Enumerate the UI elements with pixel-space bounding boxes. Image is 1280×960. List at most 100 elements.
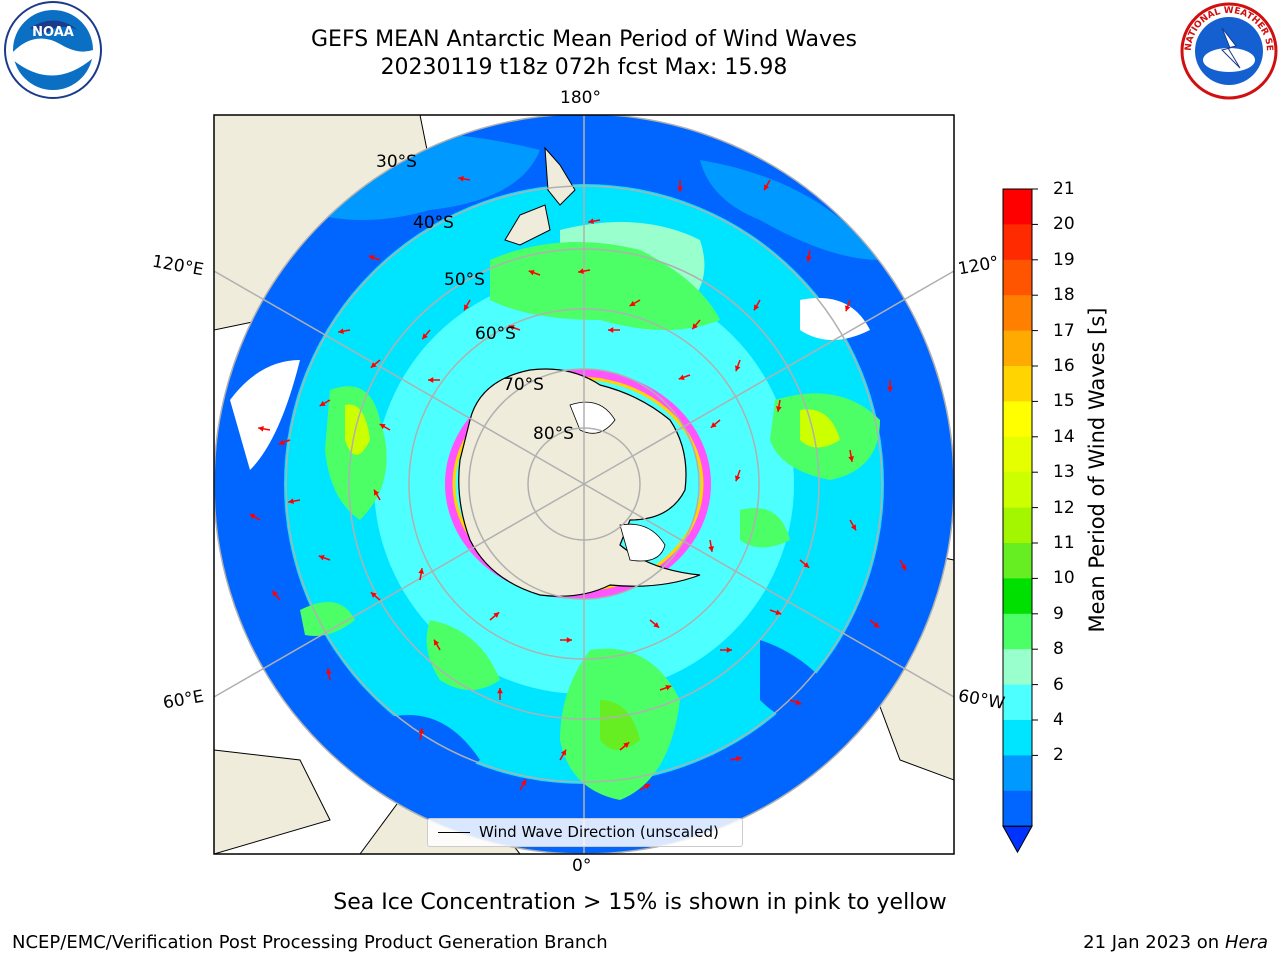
colorbar-segment [1003, 472, 1032, 509]
wind-arrow-head [873, 622, 880, 628]
wind-arrow-head [374, 489, 380, 496]
wind-arrow-head [805, 256, 812, 262]
colorbar-tick-label: 6 [1053, 674, 1064, 695]
colorbar-segment [1003, 578, 1032, 615]
footer-credit: NCEP/EMC/Verification Post Processing Pr… [12, 932, 608, 953]
wind-arrow-head [434, 639, 440, 646]
colorbar-segment [1003, 259, 1032, 296]
wind-arrow-head [566, 637, 572, 643]
lat-label-50s: 50°S [444, 270, 485, 290]
wind-arrow-head [428, 377, 434, 383]
wind-arrow-head [850, 524, 856, 531]
wind-arrow-head [775, 406, 782, 412]
wind-arrow-head [325, 668, 332, 674]
wind-arrow-head [578, 268, 584, 275]
colorbar-label: Mean Period of Wind Waves [s] [1085, 307, 1109, 633]
colorbar-tick-label: 16 [1053, 356, 1075, 376]
colorbar-segment [1003, 613, 1032, 650]
wind-arrow-head [775, 609, 782, 616]
colorbar-segment [1003, 224, 1032, 261]
wind-arrow-head [272, 590, 278, 597]
wind-arrow-head [370, 362, 377, 368]
colorbar-tick-label: 11 [1053, 533, 1075, 553]
lon-label-180: 180° [560, 88, 601, 108]
wind-arrow-head [418, 568, 425, 574]
nws-logo-icon: NATIONAL WEATHER SERVICE [0, 0, 1278, 100]
wind-arrow-head [736, 755, 742, 762]
colorbar-tick-label: 17 [1053, 320, 1075, 341]
wind-arrow-head [726, 647, 732, 653]
colorbar-tick-label: 12 [1053, 497, 1075, 518]
wind-arrow-head [497, 688, 503, 694]
wind-arrow-head [734, 365, 741, 372]
lon-label-0: 0° [572, 856, 592, 876]
wind-arrow-head [887, 386, 893, 392]
wind-arrow-head [588, 218, 594, 225]
colorbar-segment [1003, 330, 1032, 367]
colorbar-segment [1003, 189, 1032, 225]
wind-arrow-head [288, 498, 294, 505]
wind-wave-arrows [249, 175, 907, 791]
wind-arrow-head [319, 400, 326, 406]
wind-arrow-head [379, 424, 386, 430]
colorbar-tick-label: 10 [1053, 568, 1075, 589]
wind-arrow-head [368, 254, 375, 261]
colorbar-tick-label: 8 [1053, 639, 1064, 660]
wind-arrow-head [508, 324, 515, 331]
wind-arrow-head [734, 475, 741, 482]
wind-arrow-head [528, 269, 535, 276]
colorbar-tick-label: 14 [1053, 426, 1075, 447]
wind-arrow-head [848, 456, 855, 462]
wind-arrow-head [710, 422, 717, 428]
colorbar-tick-label: 21 [1053, 179, 1075, 199]
wind-arrow-head [520, 779, 526, 786]
colorbar-tick-label: 20 [1053, 214, 1075, 235]
lat-label-30s: 30°S [376, 152, 417, 172]
colorbar-segment [1003, 366, 1032, 402]
colorbar-segment [1003, 720, 1032, 756]
colorbar-tick-label: 15 [1053, 391, 1075, 412]
colorbar [1002, 188, 1038, 854]
colorbar-segment [1003, 755, 1032, 792]
wind-arrow-head [644, 784, 651, 790]
lat-label-70s: 70°S [503, 375, 544, 395]
chart-title: GEFS MEAN Antarctic Mean Period of Wind … [311, 27, 857, 52]
noaa-logo-icon: NOAA [4, 1, 102, 99]
wind-arrow-head [560, 749, 566, 756]
wind-arrow-head [692, 323, 698, 330]
colorbar-segment [1003, 401, 1032, 438]
colorbar-tick-label: 9 [1053, 603, 1064, 624]
legend-line-swatch [438, 832, 470, 833]
wind-arrow-head [623, 742, 630, 748]
wind-arrow-head [677, 186, 683, 192]
noaa-logo-text: NOAA [32, 25, 74, 40]
lat-label-40s: 40°S [413, 213, 454, 233]
colorbar-tick-label: 19 [1053, 249, 1075, 270]
wind-arrow-head [249, 514, 256, 520]
colorbar-extend-arrow [1002, 825, 1033, 854]
map-area [214, 115, 954, 854]
colorbar-tick-label: 4 [1053, 710, 1064, 730]
wind-arrow-head [629, 300, 636, 306]
wind-arrow-head [370, 592, 377, 598]
svg-text:NATIONAL WEATHER SERVICE: NATIONAL WEATHER SERVICE [0, 0, 1274, 51]
wind-arrow-head [318, 554, 325, 561]
wind-arrow-head [844, 305, 851, 312]
wind-arrow-head [795, 699, 802, 706]
wind-arrow-head [708, 546, 715, 552]
colorbar-tick-label: 18 [1053, 285, 1075, 306]
graticule [214, 115, 954, 854]
wind-arrow-head [278, 439, 285, 446]
wind-arrow-head [754, 304, 760, 311]
wind-arrow-head [493, 612, 500, 618]
colorbar-segment [1003, 507, 1032, 544]
footer-machine: Hera [1224, 932, 1268, 953]
wind-arrow-head [418, 728, 425, 734]
nws-logo-text: NATIONAL WEATHER SERVICE [0, 0, 1274, 51]
wind-arrow-head [608, 327, 614, 333]
wind-arrow-head [678, 374, 685, 381]
wind-arrow-head [764, 184, 770, 191]
colorbar-tick-label: 13 [1053, 462, 1075, 483]
colorbar-segment [1003, 543, 1032, 579]
